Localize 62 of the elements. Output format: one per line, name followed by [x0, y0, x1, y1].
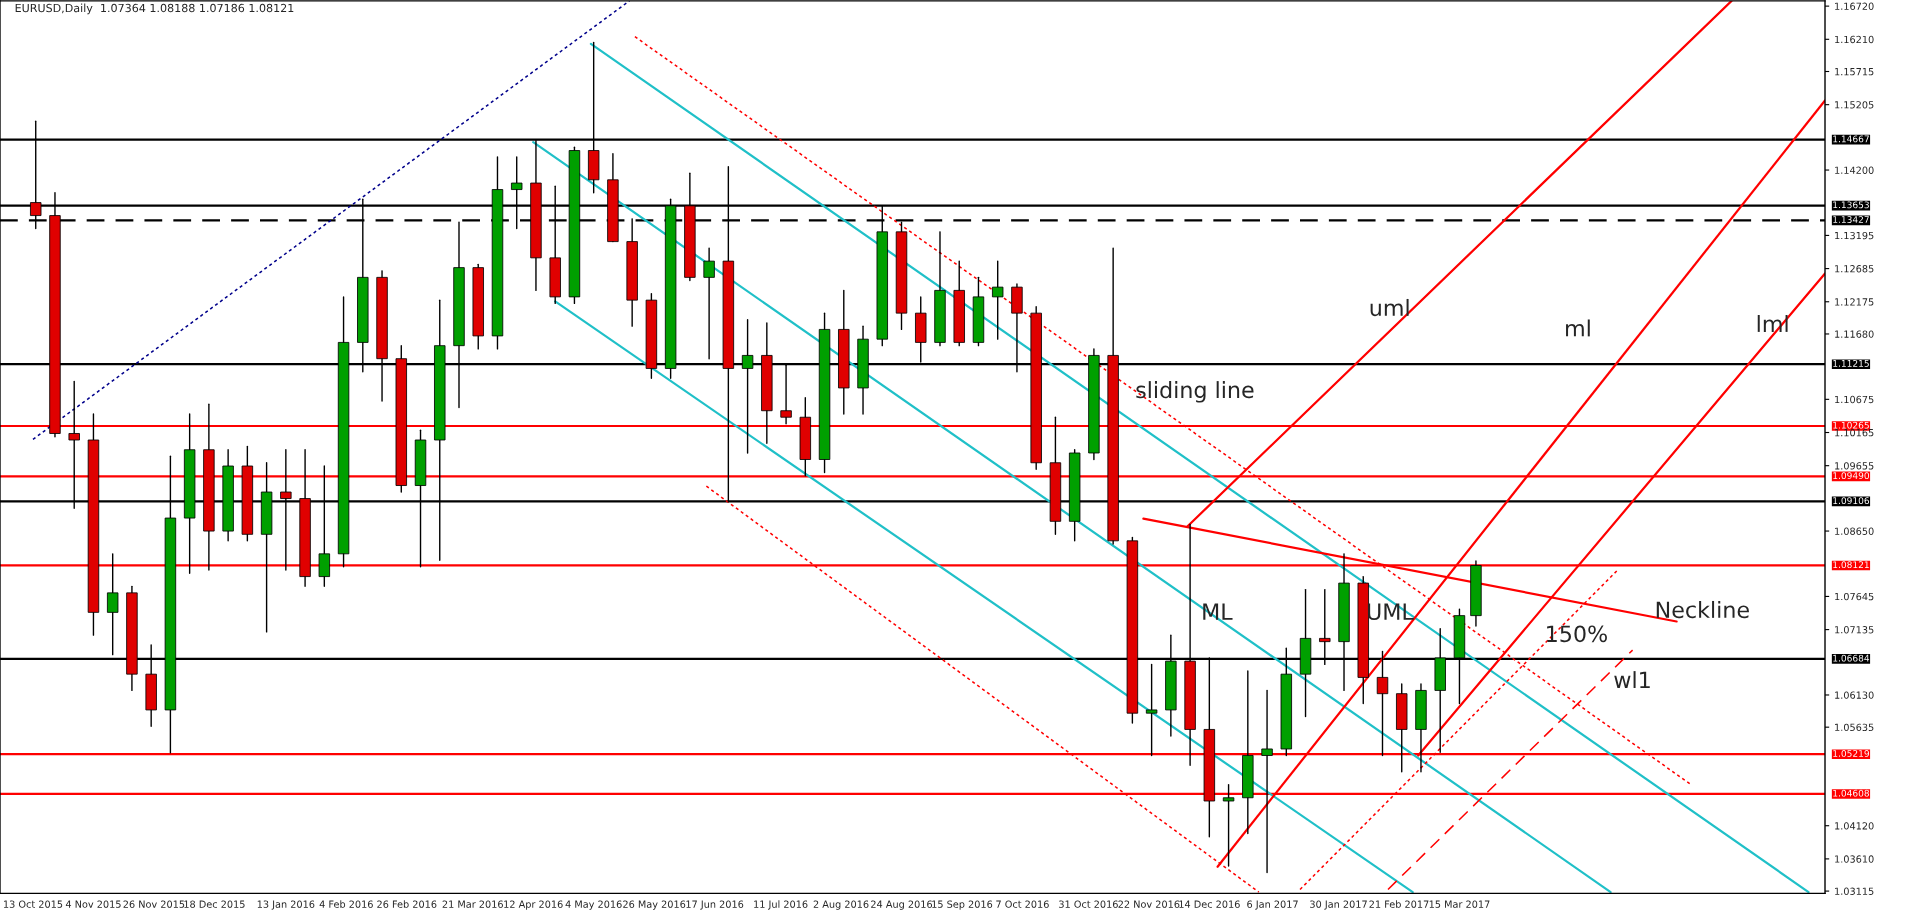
- x-tick-label: 26 Feb 2016: [377, 900, 437, 908]
- x-tick-label: 26 Nov 2015: [123, 900, 185, 908]
- x-tick-label: 31 Oct 2016: [1059, 900, 1118, 908]
- y-tick-label: 1.12175: [1835, 298, 1874, 306]
- y-tick-label: 1.03610: [1835, 855, 1874, 863]
- y-tick-label: 1.10675: [1835, 395, 1874, 404]
- x-tick-label: 17 Jun 2016: [686, 900, 744, 910]
- x-tick-label: 21 Mar 2016: [442, 900, 503, 908]
- ref-line-label: 1.05219: [1833, 750, 1869, 757]
- ref-line-label: 1.13653: [1833, 201, 1869, 209]
- ref-line-label: 1.04608: [1833, 789, 1870, 797]
- y-tick-label: 1.15205: [1835, 101, 1874, 109]
- y-tick-label: 1.05635: [1835, 723, 1874, 732]
- x-tick-label: 22 Nov 2016: [1118, 900, 1180, 908]
- y-tick-label: 1.12685: [1835, 265, 1874, 273]
- x-tick-label: 4 Nov 2015: [65, 900, 121, 908]
- x-tick-label: 2 Aug 2016: [813, 900, 869, 910]
- annotation: uml: [1370, 298, 1409, 317]
- y-tick-label: 1.06130: [1835, 691, 1874, 699]
- annotation: sliding line: [1136, 381, 1254, 403]
- x-tick-label: 4 May 2016: [565, 900, 622, 910]
- annotation: Neckline: [1656, 600, 1749, 619]
- x-tick-label: 12 Apr 2016: [504, 900, 563, 910]
- x-tick-label: 15 Mar 2017: [1429, 900, 1490, 908]
- annotation: ml: [1566, 319, 1590, 337]
- y-tick-label: 1.07645: [1835, 592, 1874, 601]
- y-tick-label: 1.13195: [1835, 231, 1874, 240]
- ref-line-label: 1.08121: [1833, 561, 1869, 569]
- y-tick-label: 1.07135: [1835, 626, 1874, 634]
- x-tick-label: 13 Oct 2015: [4, 900, 63, 908]
- x-tick-label: 30 Jan 2017: [1310, 900, 1367, 910]
- y-tick-label: 1.15715: [1835, 68, 1874, 76]
- ref-line-label: 1.09106: [1833, 497, 1870, 505]
- ref-line-label: 1.14667: [1833, 135, 1869, 143]
- y-tick-label: 1.16210: [1835, 35, 1874, 44]
- x-tick-label: 7 Oct 2016: [996, 900, 1049, 908]
- ref-line-label: 1.11215: [1833, 360, 1869, 367]
- x-tick-label: 6 Jan 2017: [1247, 900, 1298, 910]
- ref-line-label: 1.06684: [1833, 654, 1870, 662]
- ref-line-label: 1.09490: [1833, 472, 1870, 480]
- x-tick-label: 26 May 2016: [623, 900, 686, 910]
- y-tick-label: 1.09655: [1835, 462, 1874, 470]
- x-tick-label: 14 Dec 2016: [1179, 900, 1240, 908]
- x-tick-label: 4 Feb 2016: [319, 900, 373, 908]
- ref-line-label: 1.10265: [1833, 421, 1869, 429]
- x-tick-label: 13 Jan 2016: [257, 900, 315, 910]
- x-tick-label: 21 Feb 2017: [1369, 900, 1429, 908]
- y-tick-label: 1.08650: [1835, 527, 1874, 535]
- x-tick-label: 11 Jul 2016: [754, 900, 808, 910]
- annotation: 150%: [1547, 625, 1607, 643]
- x-tick-label: 24 Aug 2016: [871, 900, 933, 910]
- annotation: wl1: [1614, 671, 1650, 688]
- x-tick-label: 18 Dec 2015: [184, 900, 245, 908]
- x-tick-label: 15 Sep 2016: [932, 900, 993, 910]
- y-tick-label: 1.11680: [1835, 330, 1874, 338]
- y-tick-label: 1.14200: [1835, 166, 1874, 174]
- y-tick-label: 1.16720: [1835, 2, 1874, 10]
- ref-line-label: 1.13427: [1833, 216, 1869, 223]
- chart-title: EURUSD,Daily 1.07364 1.08188 1.07186 1.08121: [15, 3, 294, 15]
- y-tick-label: 1.04120: [1835, 822, 1874, 830]
- y-tick-label: 1.10165: [1835, 428, 1874, 437]
- y-tick-label: 1.03115: [1835, 887, 1874, 895]
